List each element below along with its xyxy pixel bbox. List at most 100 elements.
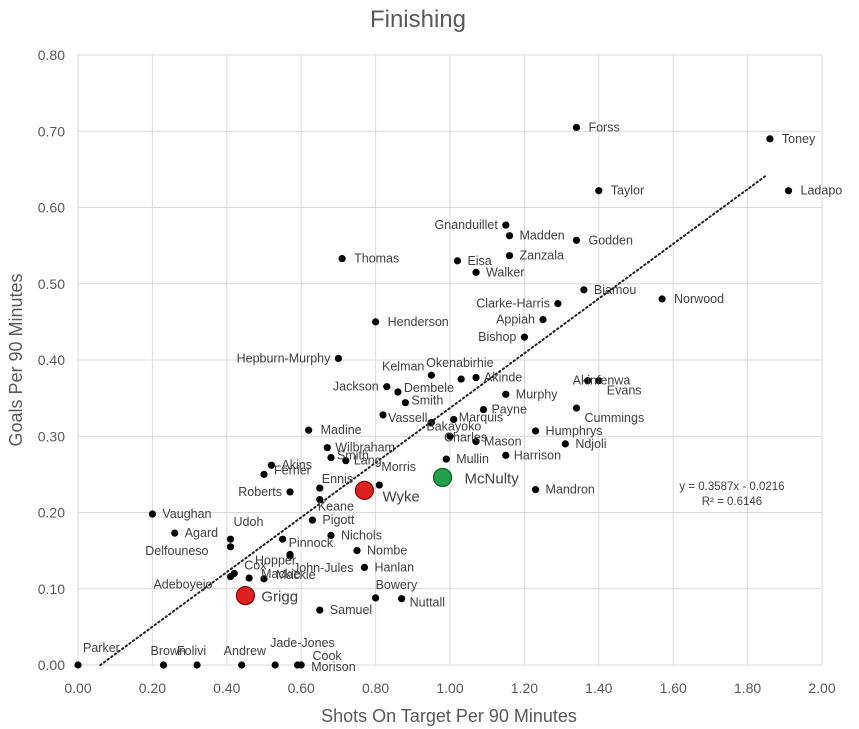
data-point (502, 390, 510, 398)
data-point (260, 470, 268, 478)
point-label: Parker (83, 641, 120, 655)
data-point (375, 481, 383, 489)
point-label: Bakayoko (426, 420, 481, 434)
y-axis-title: Goals Per 90 Minutes (6, 273, 26, 446)
data-point (271, 661, 279, 669)
y-axis-ticks: 0.00 0.10 0.20 0.30 0.40 0.50 0.60 0.70 0.80 (38, 47, 65, 673)
data-point (561, 440, 569, 448)
point-label: Vaughan (162, 507, 211, 521)
chart-title: Finishing (370, 6, 466, 33)
data-point (595, 376, 603, 385)
point-label: Mason (484, 435, 522, 449)
data-point (472, 437, 480, 446)
data-point (238, 661, 246, 669)
point-label: Mackie (261, 567, 301, 581)
point-label: Akins (281, 458, 312, 472)
point-label: Clarke-Harris (476, 297, 550, 311)
x-axis-title: Shots On Target Per 90 Minutes (321, 706, 577, 726)
data-point (226, 543, 235, 551)
trendline-r-squared: R² = 0.6146 (702, 496, 762, 508)
x-tick-label: 0.80 (362, 680, 389, 696)
data-point (427, 371, 435, 379)
point-label: Biamou (594, 283, 636, 297)
gridlines (77, 54, 823, 666)
point-label: Charles (444, 430, 487, 444)
data-point (193, 661, 201, 669)
point-label: Godden (588, 233, 633, 247)
point-label: Akinfenwa (573, 374, 631, 388)
point-labels: Forss Toney Taylor Ladapo Gnanduillet Madden G… (83, 120, 842, 674)
point-label: Brown (151, 644, 186, 658)
data-point (323, 444, 331, 452)
data-point (472, 373, 480, 382)
point-label: Samuel (330, 603, 372, 617)
data-point (245, 574, 253, 582)
data-point (327, 531, 335, 539)
point-label: Nuttall (410, 596, 445, 610)
point-label: Humphrys (546, 424, 603, 438)
data-point (159, 661, 168, 669)
data-point (398, 595, 406, 603)
point-label: Morison (311, 660, 356, 674)
point-label: Roberts (238, 485, 282, 499)
data-point (286, 552, 294, 560)
point-label: Norwood (674, 292, 724, 306)
point-label: Evans (607, 384, 642, 398)
x-tick-label: 1.40 (585, 680, 612, 696)
point-label: Grigg (261, 589, 298, 606)
point-label: Vassell (388, 411, 427, 425)
data-point (505, 251, 514, 260)
data-point (394, 388, 402, 396)
point-label: Ferrier (274, 463, 311, 477)
point-label: Pinnock (289, 536, 334, 550)
point-label: Bishop (478, 330, 516, 344)
data-point (316, 484, 324, 492)
point-label: Taylor (611, 184, 644, 198)
point-label: Payne (491, 403, 526, 417)
data-point (766, 135, 774, 143)
data-point (286, 488, 294, 496)
point-label: Zanzala (520, 249, 565, 263)
data-point (74, 661, 82, 669)
x-tick-label: 1.80 (734, 680, 761, 696)
point-label: Thomas (354, 252, 399, 266)
point-label: Appiah (496, 313, 535, 327)
x-tick-label: 1.00 (436, 680, 463, 696)
point-label: Mandron (546, 483, 595, 497)
y-tick-label: 0.10 (38, 581, 65, 597)
data-point (342, 457, 350, 465)
point-label: Mullin (456, 452, 489, 466)
data-point (267, 461, 276, 469)
data-point (784, 187, 793, 195)
data-point (505, 232, 514, 240)
point-label: John-Jules (293, 561, 353, 575)
point-label: Okenabirhie (426, 356, 493, 370)
point-label: Kelman (382, 359, 424, 373)
data-point (595, 187, 603, 195)
data-point (308, 516, 316, 524)
data-point (520, 333, 529, 341)
data-point (502, 221, 510, 229)
point-label: Agard (185, 526, 218, 540)
point-label: Jackson (333, 380, 379, 394)
x-tick-label: 1.20 (511, 680, 538, 696)
point-label: Forss (588, 120, 619, 134)
data-point (432, 467, 453, 488)
point-label: Akinde (484, 371, 522, 385)
data-point (353, 547, 361, 555)
point-label: Nombe (367, 544, 407, 558)
data-point (260, 575, 268, 583)
point-label: Cummings (584, 411, 644, 425)
data-point (383, 383, 391, 391)
data-point (539, 315, 547, 324)
data-point (372, 318, 380, 326)
point-label: Jade-Jones (270, 636, 335, 650)
data-point (334, 354, 342, 363)
x-tick-label: 1.60 (660, 680, 687, 696)
data-point (584, 376, 592, 385)
point-label: Gnanduillet (435, 218, 499, 232)
point-label: Ladapo (801, 184, 843, 198)
point-label: Nichols (341, 528, 382, 542)
point-label: Eisa (467, 254, 491, 268)
